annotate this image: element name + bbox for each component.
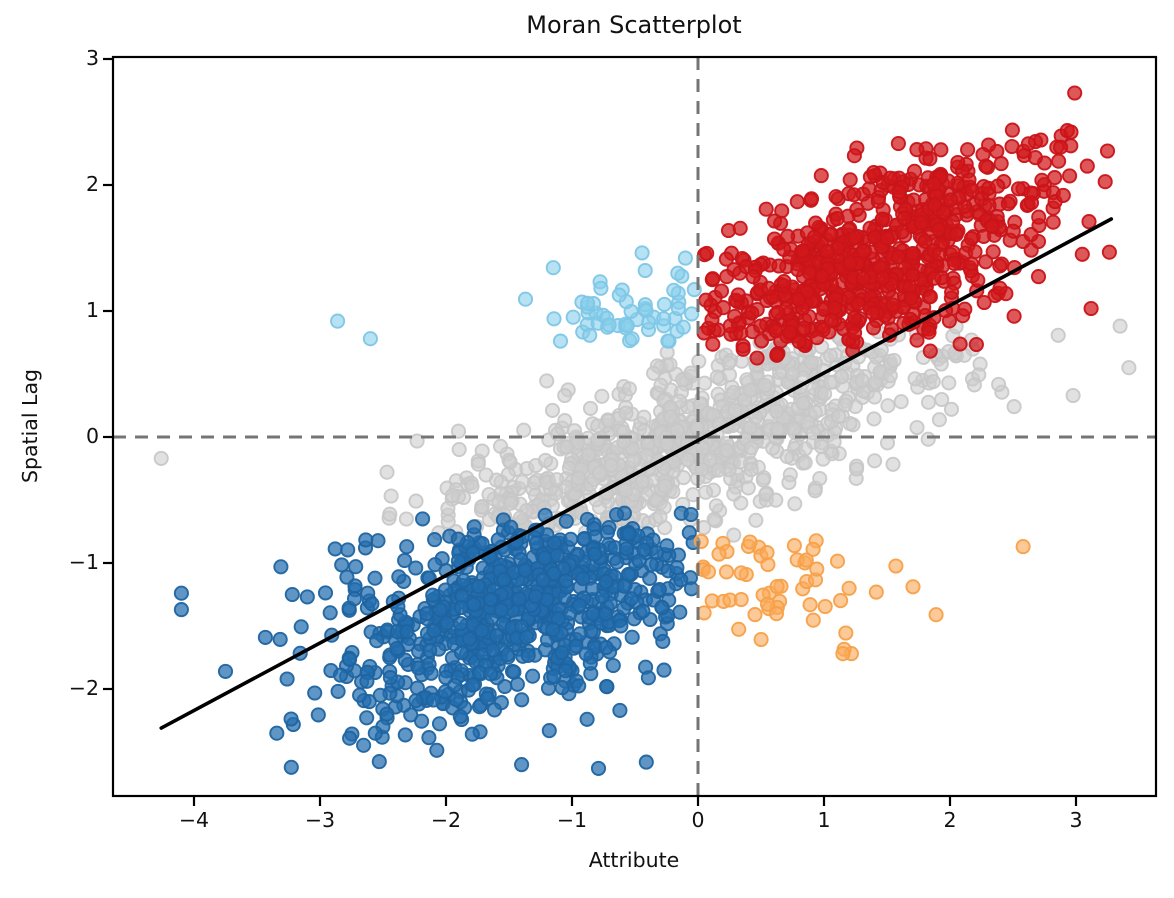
regression-line [159,217,1114,730]
axes-spines [111,55,1158,798]
x-axis-label: Attribute [588,848,680,872]
scatter-points-HL [693,533,1031,662]
y-tick-label: −1 [68,550,99,574]
scatter-points-LL [173,505,701,776]
scatter-points-LH [330,245,702,349]
y-axis-tick-marks [103,57,113,691]
x-axis-tick-marks [192,796,1078,806]
y-tick-label: 1 [85,298,99,322]
y-tick-label: 3 [85,46,99,70]
y-tick-label: 0 [85,424,99,448]
x-tick-label: 2 [943,808,957,832]
x-tick-label: −1 [556,808,588,832]
scatter-points-ns [153,318,1137,547]
x-tick-label: 3 [1069,808,1083,832]
x-tick-label: 0 [691,808,705,832]
x-tick-label: −4 [178,808,210,832]
chart-title: Moran Scatterplot [526,11,742,39]
x-tick-label: −3 [304,808,336,832]
x-tick-label: 1 [817,808,831,832]
y-tick-label: −2 [68,676,99,700]
plot-contents [113,57,1156,796]
scatter-points-HH [696,85,1117,366]
x-tick-label: −2 [430,808,462,832]
y-tick-label: 2 [85,172,99,196]
